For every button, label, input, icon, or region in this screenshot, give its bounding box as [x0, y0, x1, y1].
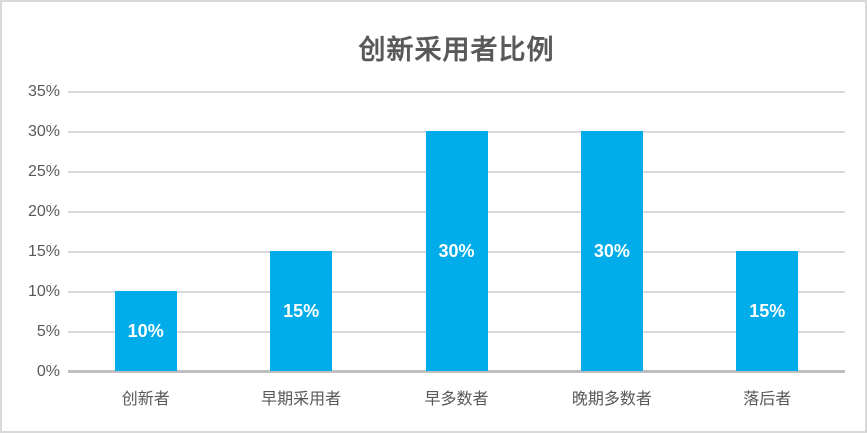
y-axis-tick-label: 30% [27, 123, 60, 140]
bar-value-label: 10% [127, 320, 164, 341]
x-axis-category-label: 落后者 [743, 391, 792, 408]
bar: 30% [580, 131, 643, 371]
bar-value-label: 15% [749, 300, 786, 321]
x-axis: 创新者 早期采用者 早多数者 晚期多数者 落后者 [68, 385, 845, 411]
x-axis-line [68, 370, 845, 373]
x-axis-category-label: 创新者 [121, 391, 170, 408]
y-axis-tick-label: 20% [27, 203, 60, 220]
bar: 15% [736, 251, 799, 371]
y-axis-tick-label: 35% [27, 83, 60, 100]
bar-value-label: 15% [283, 300, 320, 321]
y-axis-tick-label: 10% [27, 283, 60, 300]
bar: 30% [425, 131, 488, 371]
y-axis-tick-label: 0% [36, 363, 60, 380]
y-axis-tick-label: 5% [36, 323, 60, 340]
y-axis-tick-label: 15% [27, 243, 60, 260]
y-axis: 0% 5% 10% 15% 20% 25% 30% 35% [2, 83, 60, 380]
x-axis-category-label: 早多数者 [424, 391, 489, 408]
bar: 15% [270, 251, 333, 371]
bar: 10% [114, 291, 177, 371]
x-axis-category-label: 晚期多数者 [571, 391, 652, 408]
plot-area: 10% 15% 30% 30% 15% [68, 91, 845, 373]
x-axis-category-label: 早期采用者 [261, 391, 342, 408]
y-axis-tick-label: 25% [27, 163, 60, 180]
bar-value-label: 30% [593, 240, 630, 261]
gridline [68, 91, 845, 93]
bar-value-label: 30% [438, 240, 475, 261]
chart-title: 创新采用者比例 [358, 35, 555, 65]
